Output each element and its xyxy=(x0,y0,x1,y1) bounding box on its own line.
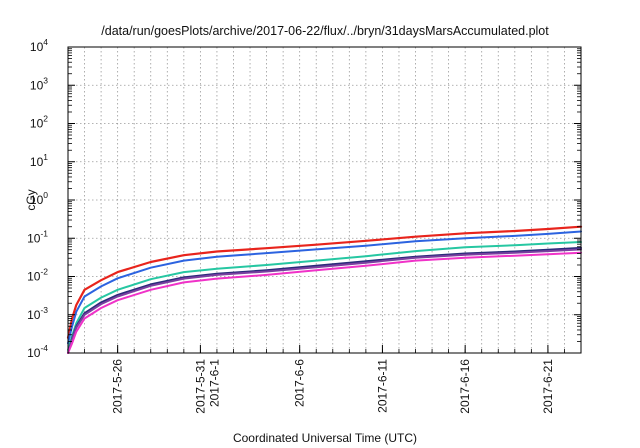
y-axis-label: cGy xyxy=(24,189,38,210)
y-tick-label: 102 xyxy=(30,114,48,131)
series-line-3 xyxy=(67,241,582,351)
x-tick-label: 2017-6-1 xyxy=(207,359,221,407)
y-tick-label: 101 xyxy=(30,152,48,169)
x-tick-label: 2017-6-6 xyxy=(293,359,307,407)
x-axis: 2017-5-26 2017-5-31 2017-6-1 2017-6-6 2017-6… xyxy=(84,345,565,414)
y-tick-label: 10-4 xyxy=(27,343,48,360)
y-tick-label: 104 xyxy=(30,37,48,54)
x-axis-label: Coordinated Universal Time (UTC) xyxy=(233,431,417,445)
y-tick-label: 10-3 xyxy=(27,305,48,322)
series-line-1 xyxy=(66,225,583,339)
y-tick-label: 103 xyxy=(30,75,48,92)
x-tick-label: 2017-6-11 xyxy=(375,359,389,413)
y-tick-label: 100 xyxy=(30,190,48,207)
series-line-6 xyxy=(67,251,582,354)
series-line-5 xyxy=(67,248,582,354)
y-tick-label: 10-2 xyxy=(27,267,48,284)
grid xyxy=(68,47,581,353)
series-group xyxy=(66,225,583,354)
x-tick-label: 2017-5-26 xyxy=(111,359,125,414)
y-tick-label: 10-1 xyxy=(27,228,48,245)
series-line-2 xyxy=(67,230,582,345)
y-axis: 10-4 10-3 10-2 10-1 100 101 102 103 104 xyxy=(27,37,581,360)
x-tick-label: 2017-6-21 xyxy=(541,359,555,414)
chart-title: /data/run/goesPlots/archive/2017-06-22/f… xyxy=(101,24,549,38)
x-tick-label: 2017-5-31 xyxy=(193,359,207,414)
x-tick-label: 2017-6-16 xyxy=(458,359,472,414)
